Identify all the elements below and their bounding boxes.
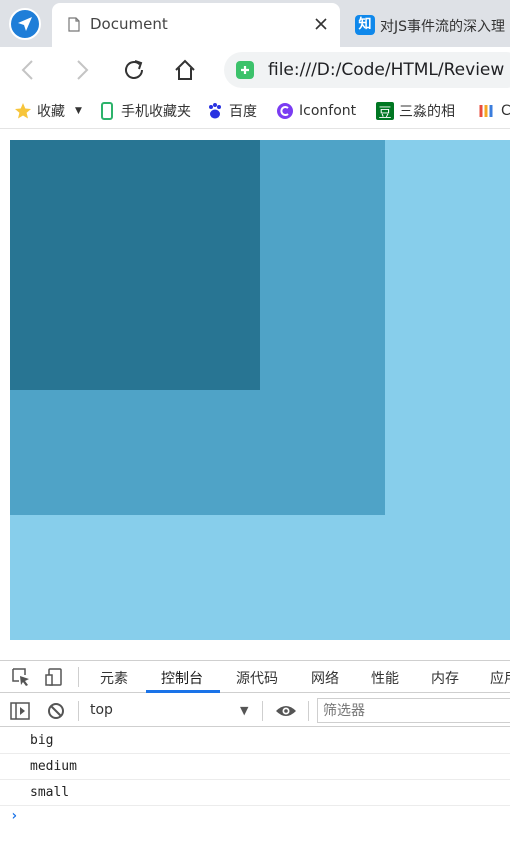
divider bbox=[78, 667, 79, 687]
baidu-paw-icon bbox=[206, 102, 224, 120]
device-toolbar-icon[interactable] bbox=[44, 667, 64, 687]
devtools-panel: 元素 控制台 源代码 网络 性能 内存 应用 top ▼ big medium … bbox=[0, 660, 510, 842]
bookmark-label: 收藏 bbox=[37, 104, 65, 120]
box-small[interactable] bbox=[10, 140, 260, 390]
box-medium[interactable] bbox=[10, 140, 385, 515]
bookmark-favorites[interactable]: 收藏 ▼ bbox=[14, 101, 82, 121]
bookmark-label: 三淼的相 bbox=[399, 104, 455, 120]
tab-elements[interactable]: 元素 bbox=[100, 671, 128, 687]
bookmark-label: 手机收藏夹 bbox=[121, 104, 191, 120]
bookmark-label: 百度 bbox=[229, 104, 257, 120]
toolbar: file:///D:/Code/HTML/Review bbox=[0, 47, 510, 93]
shield-plus-icon[interactable] bbox=[236, 61, 254, 79]
douban-icon: 豆 bbox=[376, 102, 394, 121]
filter-input[interactable] bbox=[317, 698, 510, 723]
inspect-element-icon[interactable] bbox=[11, 667, 31, 687]
eye-icon[interactable] bbox=[275, 701, 297, 721]
close-tab-icon[interactable] bbox=[312, 15, 330, 33]
browser-logo-icon[interactable] bbox=[9, 8, 41, 40]
tab-performance[interactable]: 性能 bbox=[371, 671, 399, 687]
bookmark-label: C bbox=[501, 103, 510, 119]
console-log-row: small bbox=[0, 780, 510, 806]
back-button[interactable] bbox=[16, 57, 42, 83]
tab-memory[interactable]: 内存 bbox=[431, 671, 459, 687]
page-viewport bbox=[0, 130, 510, 660]
home-button[interactable] bbox=[172, 57, 198, 83]
chevron-down-icon[interactable]: ▼ bbox=[75, 106, 82, 116]
log-message: small bbox=[30, 785, 70, 800]
box-big[interactable] bbox=[10, 140, 510, 640]
console-toolbar: top ▼ bbox=[0, 694, 510, 727]
bookmark-iconfont[interactable]: Iconfont bbox=[276, 101, 356, 121]
bookmark-c[interactable]: C bbox=[478, 101, 510, 121]
devtools-tab-bar: 元素 控制台 源代码 网络 性能 内存 应用 bbox=[0, 661, 510, 693]
context-selector[interactable]: top bbox=[90, 702, 113, 718]
console-log-row: medium bbox=[0, 754, 510, 780]
console-log-row: big bbox=[0, 728, 510, 754]
iconfont-icon bbox=[276, 102, 294, 120]
document-icon bbox=[68, 17, 80, 32]
zhihu-icon: 知 bbox=[355, 15, 375, 35]
tab-zhihu[interactable]: 知 对JS事件流的深入理 bbox=[349, 3, 510, 47]
divider bbox=[78, 701, 79, 721]
clear-console-icon[interactable] bbox=[46, 701, 66, 721]
bookmark-label: Iconfont bbox=[299, 103, 357, 119]
tab-sources[interactable]: 源代码 bbox=[236, 671, 278, 687]
tab-strip: Document 知 对JS事件流的深入理 bbox=[0, 0, 510, 47]
divider bbox=[308, 701, 309, 721]
bookmark-douban[interactable]: 豆 三淼的相 bbox=[376, 101, 455, 121]
bookmark-baidu[interactable]: 百度 bbox=[206, 101, 257, 121]
star-icon bbox=[14, 102, 32, 120]
log-message: big bbox=[30, 733, 54, 748]
tab-title: Document bbox=[90, 15, 168, 33]
bookmarks-bar: 收藏 ▼ 手机收藏夹 百度 Iconfont 豆 三淼的相 bbox=[0, 93, 510, 129]
sidebar-toggle-icon[interactable] bbox=[10, 701, 30, 721]
url-text[interactable]: file:///D:/Code/HTML/Review bbox=[268, 60, 505, 80]
divider bbox=[262, 701, 263, 721]
active-tab-indicator bbox=[146, 690, 220, 693]
forward-button[interactable] bbox=[68, 57, 94, 83]
tab-network[interactable]: 网络 bbox=[311, 671, 339, 687]
console-prompt[interactable]: › bbox=[10, 808, 19, 824]
colorful-logo-icon bbox=[478, 102, 496, 120]
bookmark-mobile[interactable]: 手机收藏夹 bbox=[98, 101, 191, 121]
reload-button[interactable] bbox=[121, 57, 147, 83]
address-bar[interactable]: file:///D:/Code/HTML/Review bbox=[224, 52, 510, 88]
chevron-down-icon[interactable]: ▼ bbox=[240, 704, 249, 717]
phone-icon bbox=[98, 102, 116, 120]
log-message: medium bbox=[30, 759, 77, 774]
tab-document[interactable]: Document bbox=[52, 3, 340, 47]
tab-title: 对JS事件流的深入理 bbox=[380, 19, 506, 35]
tab-application[interactable]: 应用 bbox=[490, 671, 510, 687]
tab-console[interactable]: 控制台 bbox=[161, 671, 203, 687]
